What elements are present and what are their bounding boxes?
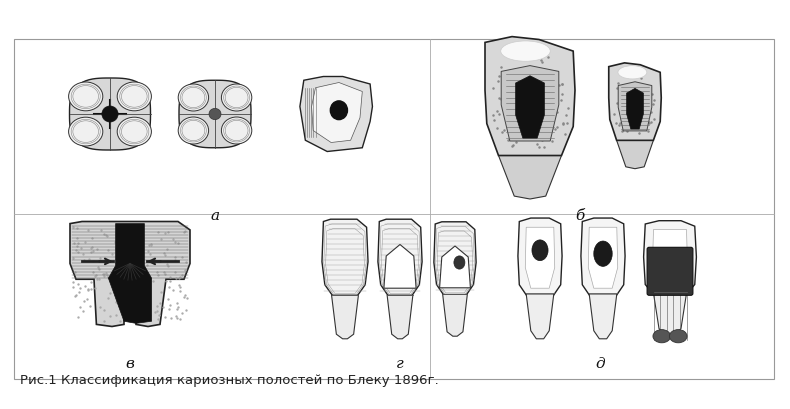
PathPatch shape: [70, 222, 190, 326]
Ellipse shape: [179, 117, 209, 144]
Bar: [14, 39, 774, 379]
Ellipse shape: [117, 82, 152, 111]
PathPatch shape: [526, 294, 554, 339]
Ellipse shape: [102, 106, 118, 122]
PathPatch shape: [485, 36, 575, 155]
PathPatch shape: [626, 88, 643, 129]
Text: г: г: [396, 357, 404, 371]
PathPatch shape: [322, 219, 368, 296]
PathPatch shape: [516, 76, 544, 138]
PathPatch shape: [311, 83, 363, 142]
Text: Рис.1 Классификация кариозных полостей по Блеку 1896г.: Рис.1 Классификация кариозных полостей п…: [20, 374, 438, 387]
Text: б: б: [575, 209, 585, 223]
Ellipse shape: [653, 330, 671, 343]
PathPatch shape: [442, 294, 468, 336]
Ellipse shape: [117, 117, 152, 146]
PathPatch shape: [525, 227, 555, 288]
Ellipse shape: [330, 101, 348, 119]
Ellipse shape: [69, 117, 103, 146]
Text: д: д: [595, 357, 605, 371]
PathPatch shape: [589, 227, 618, 288]
Ellipse shape: [179, 84, 209, 111]
PathPatch shape: [653, 229, 687, 288]
Ellipse shape: [221, 84, 252, 111]
PathPatch shape: [70, 78, 151, 150]
PathPatch shape: [300, 76, 372, 151]
PathPatch shape: [434, 222, 476, 295]
Ellipse shape: [501, 41, 551, 61]
PathPatch shape: [653, 293, 687, 336]
PathPatch shape: [108, 224, 152, 324]
PathPatch shape: [387, 295, 413, 339]
Ellipse shape: [221, 117, 252, 144]
Ellipse shape: [532, 240, 548, 261]
PathPatch shape: [179, 80, 251, 148]
PathPatch shape: [581, 218, 625, 296]
Ellipse shape: [209, 108, 221, 119]
PathPatch shape: [644, 221, 697, 295]
PathPatch shape: [619, 82, 652, 131]
FancyBboxPatch shape: [647, 247, 693, 295]
PathPatch shape: [617, 140, 653, 169]
Ellipse shape: [618, 66, 647, 79]
PathPatch shape: [518, 218, 562, 296]
Ellipse shape: [594, 241, 612, 266]
PathPatch shape: [439, 246, 470, 288]
PathPatch shape: [384, 245, 416, 288]
Text: в: в: [126, 357, 134, 371]
Ellipse shape: [454, 256, 465, 269]
PathPatch shape: [609, 63, 661, 140]
PathPatch shape: [332, 295, 359, 339]
PathPatch shape: [378, 219, 422, 296]
PathPatch shape: [501, 65, 559, 141]
PathPatch shape: [498, 155, 562, 199]
PathPatch shape: [589, 294, 617, 339]
Ellipse shape: [69, 82, 103, 111]
Ellipse shape: [669, 330, 687, 343]
Text: а: а: [210, 209, 220, 223]
